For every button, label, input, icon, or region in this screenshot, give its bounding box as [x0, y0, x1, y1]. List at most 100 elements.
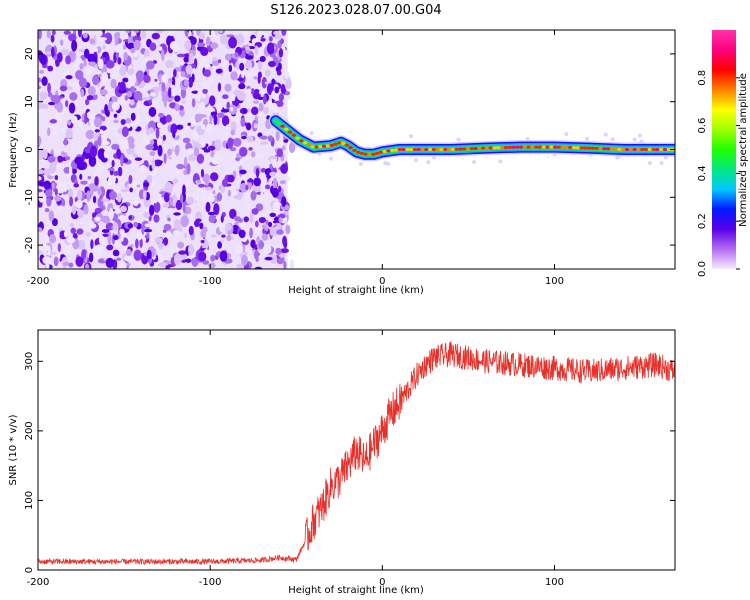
- signal-peak: [481, 146, 486, 150]
- noise-blob: [176, 169, 181, 175]
- noise-blob: [59, 39, 64, 46]
- noise-blob: [87, 175, 92, 180]
- noise-blob: [130, 112, 136, 121]
- noise-blob: [261, 233, 269, 241]
- noise-blob: [217, 241, 223, 249]
- noise-blob: [208, 75, 214, 84]
- noise-blob: [275, 100, 284, 107]
- noise-blob: [105, 43, 111, 49]
- noise-blob: [276, 70, 282, 76]
- colorbar-tick-label: 0.0: [697, 261, 708, 277]
- noise-blob: [72, 63, 78, 71]
- noise-blob: [246, 179, 254, 183]
- noise-blob: [238, 229, 246, 239]
- noise-blob: [49, 234, 57, 244]
- noise-blob: [261, 224, 267, 230]
- noise-blob: [257, 96, 264, 100]
- noise-blob: [269, 37, 273, 42]
- noise-blob: [87, 53, 96, 63]
- signal-peak: [420, 148, 425, 151]
- signal-peak: [571, 146, 577, 150]
- y-tick-label: -10: [24, 189, 35, 205]
- noise-blob: [220, 239, 224, 244]
- noise-blob: [205, 123, 214, 134]
- noise-blob: [277, 137, 284, 148]
- noise-blob: [168, 30, 174, 37]
- noise-blob: [59, 85, 68, 92]
- signal-peak: [321, 144, 327, 148]
- noise-blob: [238, 218, 243, 223]
- noise-blob: [79, 63, 84, 70]
- noise-blob: [38, 193, 47, 203]
- colorbar: 0.0 0.2 0.4 0.6 0.8 Normalized spectral ampl…: [697, 30, 749, 277]
- noise-blob: [106, 244, 114, 251]
- noise-blob: [168, 87, 172, 99]
- noise-blob: [178, 254, 187, 260]
- noise-blob: [127, 223, 134, 229]
- noise-blob: [246, 202, 251, 211]
- spectrogram-y-label: Frequency (Hz): [8, 112, 19, 188]
- noise-blob: [210, 172, 219, 182]
- chart-title: S126.2023.028.07.00.G04: [270, 3, 441, 18]
- noise-blob: [53, 84, 58, 90]
- noise-blob: [274, 86, 280, 94]
- signal-peak: [280, 124, 285, 128]
- noise-blob: [283, 261, 287, 269]
- signal-peak: [291, 133, 297, 137]
- noise-blob: [73, 183, 80, 188]
- noise-blob: [179, 108, 185, 117]
- noise-blob: [224, 170, 233, 175]
- noise-blob: [187, 122, 191, 126]
- noise-blob: [169, 102, 177, 109]
- noise-blob: [42, 149, 48, 160]
- signal-peak: [522, 145, 528, 149]
- signal-peak: [333, 142, 338, 146]
- noise-blob: [38, 176, 42, 181]
- noise-blob: [56, 101, 64, 113]
- noise-blob: [125, 30, 131, 34]
- noise-blob: [80, 180, 88, 185]
- signal-peak: [564, 145, 569, 149]
- noise-blob: [79, 122, 83, 131]
- noise-blob: [185, 258, 192, 263]
- noise-blob: [135, 238, 139, 249]
- noise-blob: [122, 77, 129, 83]
- signal-peak: [310, 145, 315, 149]
- noise-blob: [253, 177, 261, 187]
- faint-dot: [309, 131, 314, 136]
- noise-blob: [203, 69, 212, 77]
- noise-blob: [38, 30, 42, 40]
- noise-blob: [90, 145, 98, 158]
- noise-blob: [221, 234, 226, 238]
- noise-blob: [48, 101, 56, 106]
- noise-blob: [154, 98, 160, 111]
- noise-blob: [101, 109, 105, 114]
- noise-blob: [81, 249, 87, 261]
- noise-blob: [234, 243, 244, 255]
- noise-blob: [88, 61, 97, 67]
- noise-blob: [178, 250, 187, 255]
- noise-blob: [280, 163, 289, 174]
- signal-peak: [549, 145, 554, 149]
- noise-blob: [289, 258, 295, 269]
- noise-blob: [276, 148, 284, 158]
- noise-blob: [142, 189, 147, 201]
- noise-blob: [188, 225, 194, 236]
- noise-blob: [273, 30, 280, 36]
- signal-peak: [359, 151, 365, 155]
- signal-peak: [598, 147, 603, 151]
- snr-panel: -200 -100 0 100 0 100 200 300 Height of straigh…: [8, 329, 676, 596]
- noise-blob: [46, 197, 52, 207]
- x-tick-label: 0: [379, 577, 385, 588]
- faint-dot: [408, 134, 413, 139]
- noise-blob: [172, 178, 179, 184]
- x-tick-label: -200: [27, 276, 50, 287]
- noise-blob: [228, 36, 237, 49]
- noise-blob: [219, 30, 223, 34]
- noise-blob: [59, 127, 67, 133]
- signal-peak: [325, 144, 331, 148]
- noise-blob: [249, 227, 253, 239]
- signal-peak: [443, 148, 448, 151]
- signal-peak: [583, 146, 588, 150]
- noise-blob: [213, 153, 222, 160]
